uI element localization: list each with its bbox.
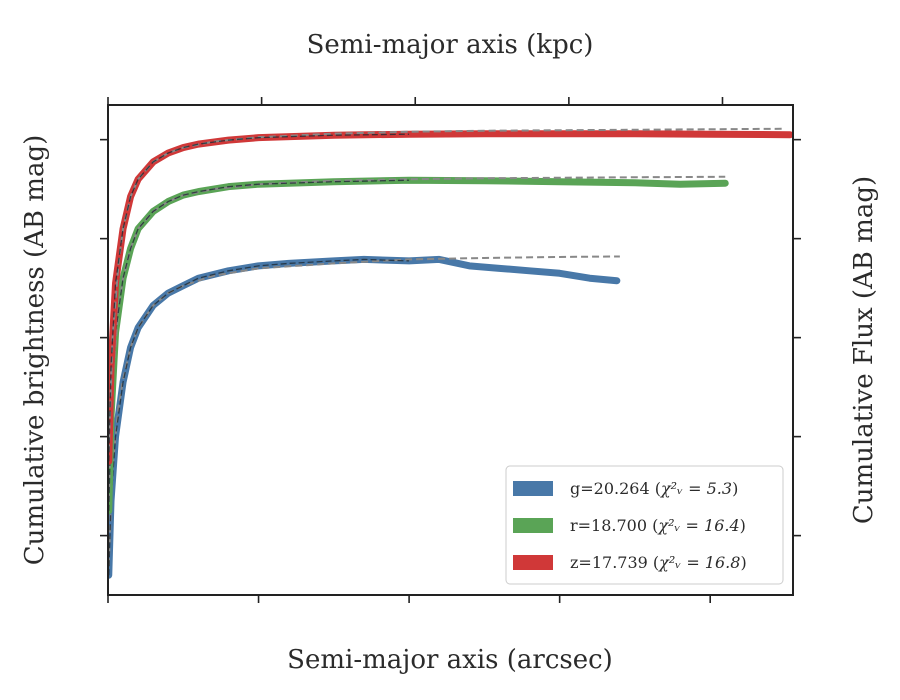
series-band-r <box>108 176 729 515</box>
legend-chi2: χ²ᵥ = 16.8 <box>658 553 740 572</box>
y-axis-title: Cumulative brightness (AB mag) <box>20 135 50 566</box>
fit-line-r <box>108 175 726 501</box>
legend-box <box>505 465 784 585</box>
fit-line-z <box>108 127 786 452</box>
bottom-x-axis <box>107 595 711 603</box>
legend-name: z=17.739 <box>570 553 648 572</box>
top-x-axis <box>107 97 724 105</box>
legend-name: r=18.700 <box>570 516 647 535</box>
legend-swatch-r <box>513 518 553 533</box>
x-axis-title: Semi-major axis (arcsec) <box>287 645 613 675</box>
legend: g=20.264 (χ²ᵥ = 5.3) r=18.700 (χ²ᵥ = 16.4… <box>505 465 784 585</box>
legend-name: g=20.264 <box>570 479 650 498</box>
model-line-g <box>108 258 410 576</box>
model-line-z <box>108 133 410 462</box>
legend-chi2: χ²ᵥ = 16.4 <box>657 516 739 535</box>
legend-label-g: g=20.264 (χ²ᵥ = 5.3) <box>570 479 738 498</box>
legend-label-r: r=18.700 (χ²ᵥ = 16.4) <box>570 516 746 535</box>
plot-frame <box>107 104 794 596</box>
top-x-axis-title: Semi-major axis (kpc) <box>307 30 594 60</box>
legend-swatch-g <box>513 481 553 496</box>
legend-label-z: z=17.739 (χ²ᵥ = 16.8) <box>570 553 747 572</box>
right-y-axis-title: Cumulative Flux (AB mag) <box>849 176 879 524</box>
right-y-axis <box>793 138 801 537</box>
left-y-axis <box>100 138 108 537</box>
legend-swatch-z <box>513 555 553 570</box>
plot-area <box>108 127 793 579</box>
model-line-r <box>108 179 410 511</box>
legend-chi2: χ²ᵥ = 5.3 <box>660 479 732 498</box>
